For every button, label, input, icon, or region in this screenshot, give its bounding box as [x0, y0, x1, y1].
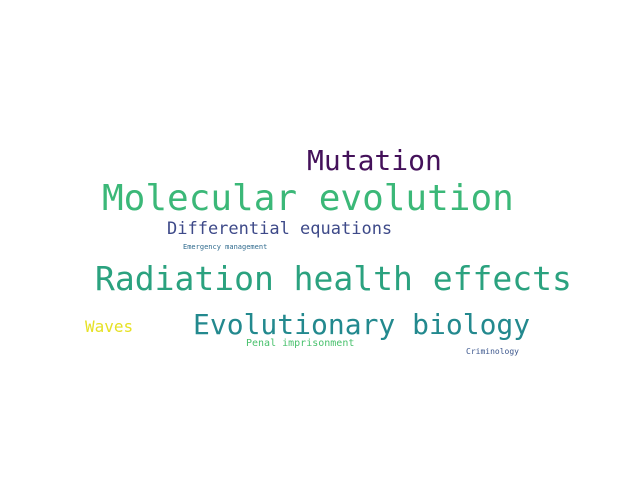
word-emergency-management: Emergency management [183, 243, 268, 251]
word-radiation-health-effects: Radiation health effects [95, 259, 572, 298]
word-mutation: Mutation [307, 144, 442, 177]
word-criminology: Criminology [466, 347, 519, 356]
word-penal-imprisonment: Penal imprisonment [246, 338, 355, 349]
word-evolutionary-biology: Evolutionary biology [193, 308, 531, 341]
word-differential-equations: Differential equations [167, 219, 393, 239]
word-waves: Waves [85, 317, 134, 336]
word-molecular-evolution: Molecular evolution [102, 178, 514, 219]
